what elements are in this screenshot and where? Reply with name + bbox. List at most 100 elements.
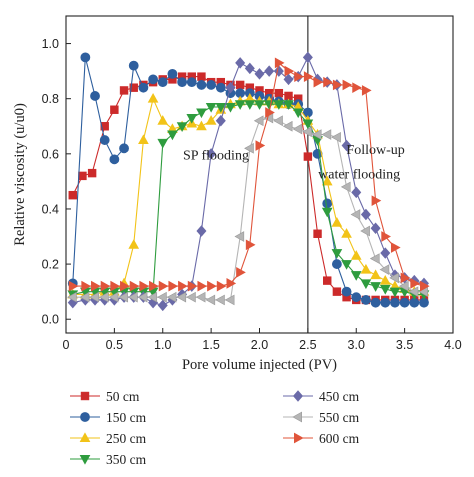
data-point [168,280,179,292]
data-point [207,280,217,292]
data-point [129,280,140,292]
data-point [236,267,246,278]
data-point [215,102,227,113]
data-point [178,280,188,292]
data-point [89,291,100,303]
data-point [235,80,245,90]
y-tick-label: 0.8 [42,92,59,106]
data-point [371,195,382,207]
series-line [72,96,424,295]
data-point [205,102,217,113]
data-point [321,129,332,140]
data-point [360,279,372,290]
data-point [206,80,217,90]
data-point [128,291,138,303]
data-point [138,134,149,145]
data-point [321,207,333,218]
data-point [110,280,121,292]
data-point [244,142,254,154]
data-point [138,82,149,93]
data-point [350,250,362,260]
data-point [147,291,158,303]
data-point [157,115,169,125]
data-point [157,299,168,312]
data-point [302,126,312,138]
y-tick-label: 0.4 [42,202,59,216]
legend-marker [294,432,304,444]
data-point [196,80,207,90]
x-tick-label: 1.5 [202,338,219,352]
data-point [244,100,256,110]
legend-item: 600 cm [283,431,360,446]
data-point [234,100,246,110]
data-point [196,120,207,131]
data-point [341,139,352,152]
x-tick-label: 3.0 [348,338,365,352]
legend-item: 50 cm [70,389,140,404]
data-point [274,88,284,98]
data-point [197,280,208,292]
data-point [283,73,294,86]
data-point [360,208,371,221]
data-point [284,65,295,77]
data-point [253,115,264,127]
legend-item: 550 cm [283,410,360,425]
annotation: SP flooding [183,148,249,163]
data-point [225,102,236,113]
y-tick-label: 0.6 [42,147,59,161]
data-point [254,68,265,80]
data-point [108,291,119,303]
data-point [176,122,188,132]
legend-item: 250 cm [70,431,147,446]
data-point [313,229,322,238]
data-point [381,231,391,242]
legend-item: 350 cm [70,452,147,467]
x-tick-label: 4.0 [444,338,461,352]
data-point [224,294,235,306]
data-point [379,274,391,285]
legend-label: 50 cm [106,389,140,404]
data-point [148,74,158,85]
data-point [206,148,217,160]
data-point [273,115,283,127]
data-point [390,297,400,308]
data-point [303,152,313,161]
series-550cm [67,112,428,306]
data-point [283,100,294,110]
y-tick-label: 1.0 [42,37,59,51]
data-point [389,272,399,284]
data-point [331,259,342,269]
data-point [139,280,150,292]
series-600cm [68,57,430,292]
data-point [157,291,167,303]
data-point [273,100,285,110]
data-point [100,280,111,292]
data-point [197,72,206,81]
data-point [399,297,410,308]
data-point [350,271,362,281]
data-point [369,253,380,264]
legend-item: 150 cm [70,410,147,425]
data-point [225,81,236,94]
data-point [167,68,178,79]
x-tick-label: 1.0 [154,338,171,352]
data-point [234,231,245,242]
y-axis-title: Relative viscosity (u/u0) [12,103,28,246]
x-tick-label: 3.5 [396,338,413,352]
data-point [331,249,343,259]
data-point [255,140,266,151]
data-point [264,65,275,77]
series-line [72,76,424,301]
data-point [410,278,420,289]
data-point [79,291,90,303]
data-point [195,291,206,303]
data-point [215,115,226,127]
data-point [176,291,187,303]
data-point [342,79,353,91]
data-point [361,295,371,305]
data-point [147,93,159,103]
data-point [128,239,140,249]
data-point [81,280,92,292]
